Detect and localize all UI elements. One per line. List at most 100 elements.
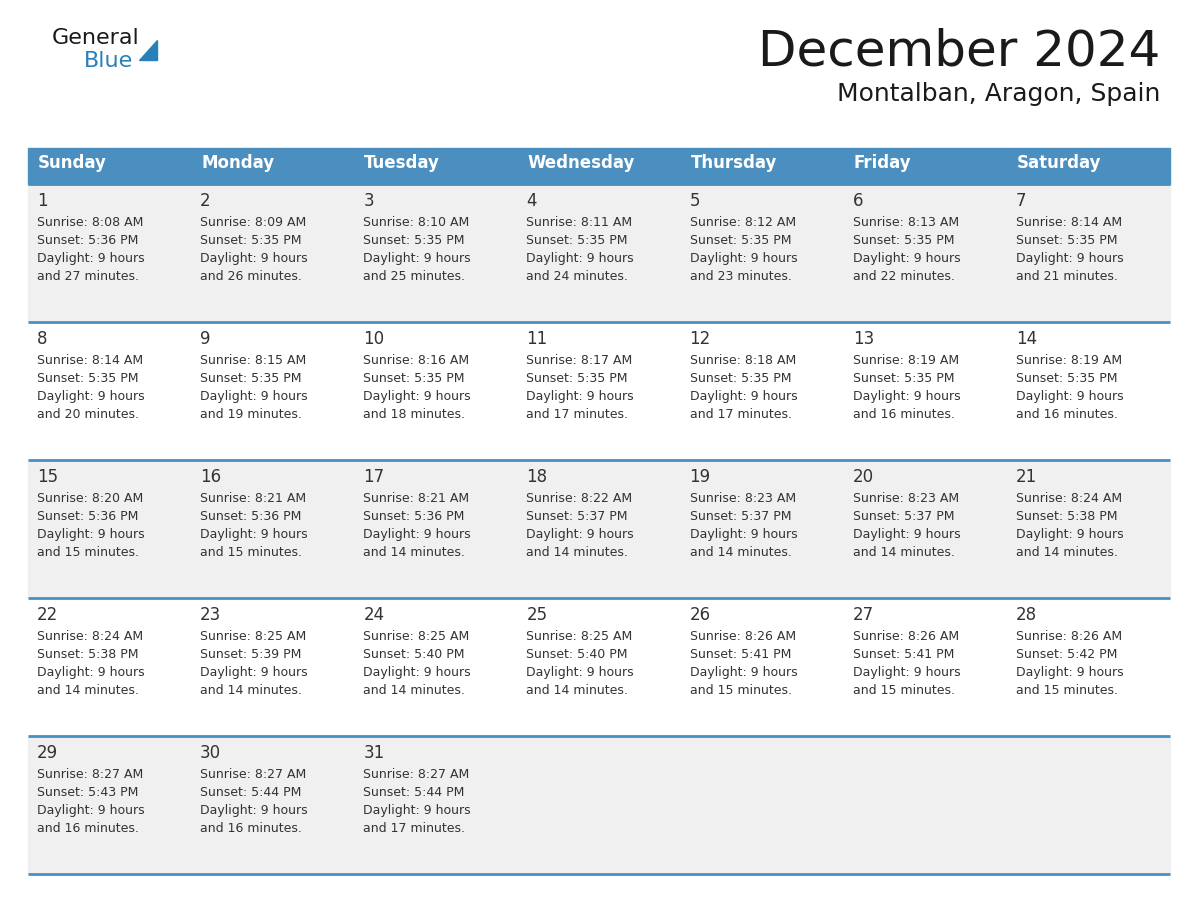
- Text: 27: 27: [853, 606, 874, 624]
- Text: Sunrise: 8:13 AM: Sunrise: 8:13 AM: [853, 216, 959, 229]
- Text: Sunset: 5:35 PM: Sunset: 5:35 PM: [37, 372, 139, 385]
- Text: Daylight: 9 hours: Daylight: 9 hours: [364, 390, 470, 403]
- Text: Sunset: 5:38 PM: Sunset: 5:38 PM: [37, 648, 139, 661]
- Text: 14: 14: [1016, 330, 1037, 348]
- Text: 2: 2: [200, 192, 210, 210]
- Text: 4: 4: [526, 192, 537, 210]
- Text: December 2024: December 2024: [758, 28, 1159, 76]
- Text: Daylight: 9 hours: Daylight: 9 hours: [200, 390, 308, 403]
- Bar: [29, 322, 1170, 460]
- Text: and 24 minutes.: and 24 minutes.: [526, 270, 628, 283]
- Text: and 15 minutes.: and 15 minutes.: [200, 546, 302, 559]
- Text: Daylight: 9 hours: Daylight: 9 hours: [200, 528, 308, 541]
- Text: Sunrise: 8:19 AM: Sunrise: 8:19 AM: [853, 354, 959, 367]
- Text: Daylight: 9 hours: Daylight: 9 hours: [1016, 666, 1124, 679]
- Text: Sunset: 5:38 PM: Sunset: 5:38 PM: [1016, 510, 1118, 523]
- Text: and 14 minutes.: and 14 minutes.: [526, 546, 628, 559]
- Text: Daylight: 9 hours: Daylight: 9 hours: [689, 528, 797, 541]
- Text: 8: 8: [37, 330, 48, 348]
- Text: Sunset: 5:44 PM: Sunset: 5:44 PM: [364, 786, 465, 799]
- Text: 13: 13: [853, 330, 874, 348]
- Text: Wednesday: Wednesday: [527, 154, 634, 172]
- Text: 29: 29: [37, 744, 58, 762]
- Text: Blue: Blue: [84, 51, 133, 71]
- Text: Daylight: 9 hours: Daylight: 9 hours: [526, 666, 634, 679]
- Text: Sunset: 5:41 PM: Sunset: 5:41 PM: [689, 648, 791, 661]
- Text: Sunset: 5:37 PM: Sunset: 5:37 PM: [526, 510, 628, 523]
- Text: and 17 minutes.: and 17 minutes.: [526, 408, 628, 421]
- Text: Sunday: Sunday: [38, 154, 107, 172]
- Text: Daylight: 9 hours: Daylight: 9 hours: [364, 252, 470, 265]
- Text: Sunrise: 8:08 AM: Sunrise: 8:08 AM: [37, 216, 144, 229]
- Text: Sunset: 5:37 PM: Sunset: 5:37 PM: [689, 510, 791, 523]
- Text: General: General: [52, 28, 140, 48]
- Text: 31: 31: [364, 744, 385, 762]
- Text: Sunrise: 8:26 AM: Sunrise: 8:26 AM: [689, 630, 796, 643]
- Text: Sunset: 5:35 PM: Sunset: 5:35 PM: [853, 372, 954, 385]
- Text: Sunset: 5:35 PM: Sunset: 5:35 PM: [689, 234, 791, 247]
- Text: Daylight: 9 hours: Daylight: 9 hours: [1016, 390, 1124, 403]
- Text: Sunrise: 8:17 AM: Sunrise: 8:17 AM: [526, 354, 633, 367]
- Text: Sunrise: 8:27 AM: Sunrise: 8:27 AM: [200, 768, 307, 781]
- Text: and 25 minutes.: and 25 minutes.: [364, 270, 466, 283]
- Text: and 15 minutes.: and 15 minutes.: [37, 546, 139, 559]
- Text: Sunrise: 8:20 AM: Sunrise: 8:20 AM: [37, 492, 144, 505]
- Text: and 21 minutes.: and 21 minutes.: [1016, 270, 1118, 283]
- Text: Sunset: 5:35 PM: Sunset: 5:35 PM: [1016, 234, 1118, 247]
- Text: 30: 30: [200, 744, 221, 762]
- Text: Sunset: 5:35 PM: Sunset: 5:35 PM: [200, 234, 302, 247]
- Text: Sunset: 5:35 PM: Sunset: 5:35 PM: [689, 372, 791, 385]
- Text: Sunrise: 8:19 AM: Sunrise: 8:19 AM: [1016, 354, 1121, 367]
- Text: 25: 25: [526, 606, 548, 624]
- Text: Daylight: 9 hours: Daylight: 9 hours: [853, 666, 960, 679]
- Polygon shape: [139, 40, 157, 60]
- Text: Daylight: 9 hours: Daylight: 9 hours: [200, 804, 308, 817]
- Text: 20: 20: [853, 468, 874, 486]
- Text: Tuesday: Tuesday: [365, 154, 441, 172]
- Text: Daylight: 9 hours: Daylight: 9 hours: [526, 528, 634, 541]
- Text: Daylight: 9 hours: Daylight: 9 hours: [200, 252, 308, 265]
- Text: and 22 minutes.: and 22 minutes.: [853, 270, 955, 283]
- Text: 10: 10: [364, 330, 385, 348]
- Bar: [29, 460, 1170, 598]
- Text: Sunset: 5:35 PM: Sunset: 5:35 PM: [526, 372, 628, 385]
- Text: Daylight: 9 hours: Daylight: 9 hours: [853, 390, 960, 403]
- Text: Daylight: 9 hours: Daylight: 9 hours: [37, 390, 145, 403]
- Text: Sunset: 5:35 PM: Sunset: 5:35 PM: [853, 234, 954, 247]
- Text: Sunset: 5:41 PM: Sunset: 5:41 PM: [853, 648, 954, 661]
- Text: Daylight: 9 hours: Daylight: 9 hours: [853, 528, 960, 541]
- Text: Daylight: 9 hours: Daylight: 9 hours: [1016, 528, 1124, 541]
- Text: Sunset: 5:35 PM: Sunset: 5:35 PM: [526, 234, 628, 247]
- Text: and 15 minutes.: and 15 minutes.: [1016, 684, 1118, 697]
- Text: and 27 minutes.: and 27 minutes.: [37, 270, 139, 283]
- Text: Sunrise: 8:10 AM: Sunrise: 8:10 AM: [364, 216, 469, 229]
- Text: 6: 6: [853, 192, 864, 210]
- Text: Daylight: 9 hours: Daylight: 9 hours: [364, 804, 470, 817]
- Text: Sunrise: 8:18 AM: Sunrise: 8:18 AM: [689, 354, 796, 367]
- Bar: [29, 148, 1170, 184]
- Text: and 16 minutes.: and 16 minutes.: [200, 822, 302, 835]
- Text: 26: 26: [689, 606, 710, 624]
- Text: 5: 5: [689, 192, 700, 210]
- Text: and 16 minutes.: and 16 minutes.: [853, 408, 955, 421]
- Text: Sunrise: 8:11 AM: Sunrise: 8:11 AM: [526, 216, 632, 229]
- Text: and 16 minutes.: and 16 minutes.: [37, 822, 139, 835]
- Text: 11: 11: [526, 330, 548, 348]
- Text: and 14 minutes.: and 14 minutes.: [364, 546, 466, 559]
- Text: and 14 minutes.: and 14 minutes.: [853, 546, 955, 559]
- Text: Sunset: 5:43 PM: Sunset: 5:43 PM: [37, 786, 138, 799]
- Text: Sunrise: 8:22 AM: Sunrise: 8:22 AM: [526, 492, 632, 505]
- Text: Sunrise: 8:26 AM: Sunrise: 8:26 AM: [1016, 630, 1121, 643]
- Text: and 14 minutes.: and 14 minutes.: [200, 684, 302, 697]
- Text: 9: 9: [200, 330, 210, 348]
- Text: Sunset: 5:42 PM: Sunset: 5:42 PM: [1016, 648, 1117, 661]
- Text: Sunset: 5:40 PM: Sunset: 5:40 PM: [364, 648, 465, 661]
- Text: Thursday: Thursday: [690, 154, 777, 172]
- Text: and 18 minutes.: and 18 minutes.: [364, 408, 466, 421]
- Text: Sunrise: 8:09 AM: Sunrise: 8:09 AM: [200, 216, 307, 229]
- Text: Daylight: 9 hours: Daylight: 9 hours: [37, 252, 145, 265]
- Text: Sunrise: 8:27 AM: Sunrise: 8:27 AM: [364, 768, 469, 781]
- Text: Sunset: 5:35 PM: Sunset: 5:35 PM: [364, 234, 465, 247]
- Text: Daylight: 9 hours: Daylight: 9 hours: [853, 252, 960, 265]
- Text: Sunrise: 8:25 AM: Sunrise: 8:25 AM: [364, 630, 469, 643]
